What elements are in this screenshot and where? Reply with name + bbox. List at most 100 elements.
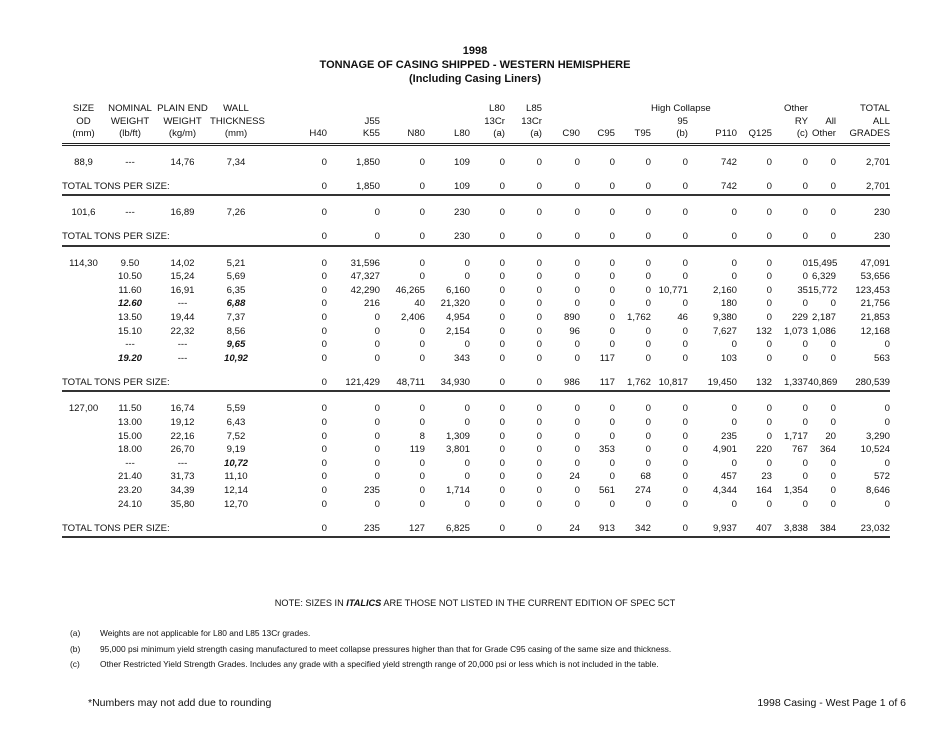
total-cell: 0: [470, 365, 505, 393]
footnote-a: (a) Weights are not applicable for L80 an…: [70, 628, 310, 638]
column-header-line: [262, 103, 327, 116]
table-cell: 0: [645, 207, 651, 219]
table-cell: 20: [825, 430, 836, 442]
table-cell: 0: [645, 271, 651, 283]
column-header-line: [737, 103, 772, 116]
column-header: NOMINAL WEIGHT (lb/ft): [105, 103, 155, 146]
total-cell: 0: [380, 169, 425, 197]
table-cell: 0: [321, 156, 327, 168]
table-row: 13.50 19,44 7,37 0 0 2,406 4,954 0 0 890 0 1,762 46 9…: [62, 311, 890, 325]
column-header-line: TOTAL: [859, 103, 890, 114]
table-cell: 0: [609, 284, 615, 296]
total-cell: 0: [380, 219, 425, 247]
table-cell: 0: [802, 271, 808, 283]
table-cell: 6,88: [226, 298, 246, 310]
column-header-line: High Collapse: [651, 103, 711, 114]
table-cell: 10,771: [658, 284, 688, 296]
table-cell: 13.50: [117, 312, 142, 324]
total-cell: 121,429: [327, 365, 380, 393]
table-row: 15.00 22,16 7,52 0 0 8 1,309 0 0 0 0 0 0 235 0 1,717 20 3…: [62, 430, 890, 444]
note-italic-word: ITALICS: [346, 598, 382, 608]
table-header: SIZE OD (mm) NOMINAL WEIGHT (lb/ft) PLAIN END W…: [62, 103, 890, 146]
table-cell: 31,73: [170, 471, 195, 483]
table-cell: 0: [419, 352, 425, 364]
table-cell: 6,35: [226, 284, 246, 296]
column-header: L80 13Cr (a): [470, 103, 505, 146]
table-cell: 0: [499, 325, 505, 337]
table-cell: 164: [755, 485, 772, 496]
table-cell: 0: [499, 403, 505, 415]
table-cell: 0: [374, 325, 380, 337]
table-cell: 0: [419, 156, 425, 168]
table-cell: 0: [830, 498, 836, 510]
table-cell: 0: [536, 352, 542, 364]
table-cell: 0: [499, 498, 505, 510]
table-cell: 5,59: [226, 403, 246, 415]
table-cell: 0: [536, 417, 542, 429]
table-cell: 457: [720, 471, 737, 483]
table-cell: 0: [802, 207, 808, 219]
table-cell: 15,24: [170, 271, 195, 283]
table-cell: 0: [884, 403, 890, 415]
table-cell: 0: [609, 257, 615, 269]
table-cell: ---: [125, 339, 135, 351]
column-header: PLAIN END WEIGHT (kg/m): [155, 103, 210, 146]
table-row: 24.10 35,80 12,70 0 0 0 0 0 0 0 0 0 0 0 0 0 0 0: [62, 498, 890, 512]
table-cell: 2,701: [865, 156, 890, 168]
size-cell: [62, 338, 105, 352]
table-cell: 0: [374, 457, 380, 469]
table-cell: 1,717: [783, 430, 808, 442]
table-cell: 0: [419, 257, 425, 269]
footnote-text: Other Restricted Yield Strength Grades. …: [100, 659, 659, 669]
column-header-line: All: [825, 115, 836, 127]
total-row: TOTAL TONS PER SIZE: 0 235 127 6,825 0 0 24 913 3…: [62, 511, 890, 539]
total-cell: 0: [808, 219, 836, 247]
table-cell: 0: [574, 271, 580, 283]
table-cell: 0: [731, 457, 737, 469]
table-cell: 0: [609, 471, 615, 483]
size-cell: [62, 457, 105, 471]
total-cell: 913: [580, 511, 615, 539]
table-cell: 8,646: [865, 485, 890, 496]
table-cell: 0: [766, 156, 772, 168]
column-header-line: Q125: [748, 128, 772, 139]
table-cell: 1,309: [445, 430, 470, 442]
table-cell: 0: [536, 471, 542, 483]
table-cell: 0: [464, 457, 470, 469]
table-cell: 10,72: [223, 457, 248, 469]
column-header-line: (mm): [72, 128, 95, 139]
table-cell: 0: [766, 298, 772, 310]
table-cell: 53,656: [860, 271, 890, 283]
total-cell: 6,825: [425, 511, 470, 539]
total-cell: 0: [737, 219, 772, 247]
total-cell: 1,337: [772, 365, 808, 393]
total-label: TOTAL TONS PER SIZE:: [62, 365, 262, 393]
column-header-line: [327, 103, 380, 116]
table-cell: 216: [363, 298, 380, 310]
total-cell: 19,450: [688, 365, 737, 393]
footnote-label: (c): [70, 659, 80, 669]
total-cell: 0: [772, 169, 808, 197]
table-cell: 0: [464, 339, 470, 351]
table-cell: 12,168: [860, 325, 890, 337]
table-cell: 2,406: [400, 312, 425, 324]
table-cell: 274: [634, 485, 651, 496]
table-cell: 0: [321, 444, 327, 456]
table-cell: 0: [830, 485, 836, 496]
column-header-line: [425, 103, 470, 116]
table-cell: 0: [802, 298, 808, 310]
footnote-text: 95,000 psi minimum yield strength casing…: [100, 644, 672, 654]
table-row: 11.60 16,91 6,35 0 42,290 46,265 6,160 0 0 0 0 0 10,…: [62, 284, 890, 298]
table-cell: 0: [499, 457, 505, 469]
table-cell: 117: [599, 352, 615, 364]
table-cell: 14,02: [170, 257, 195, 269]
table-cell: 561: [598, 485, 615, 496]
table-cell: 0: [536, 257, 542, 269]
total-label: TOTAL TONS PER SIZE:: [62, 511, 262, 539]
table-cell: 0: [574, 444, 580, 456]
table-cell: 0: [802, 471, 808, 483]
table-cell: 16,89: [170, 207, 195, 219]
rounding-note: *Numbers may not add due to rounding: [88, 697, 272, 709]
table-cell: 0: [682, 498, 688, 510]
table-cell: 0: [830, 457, 836, 469]
